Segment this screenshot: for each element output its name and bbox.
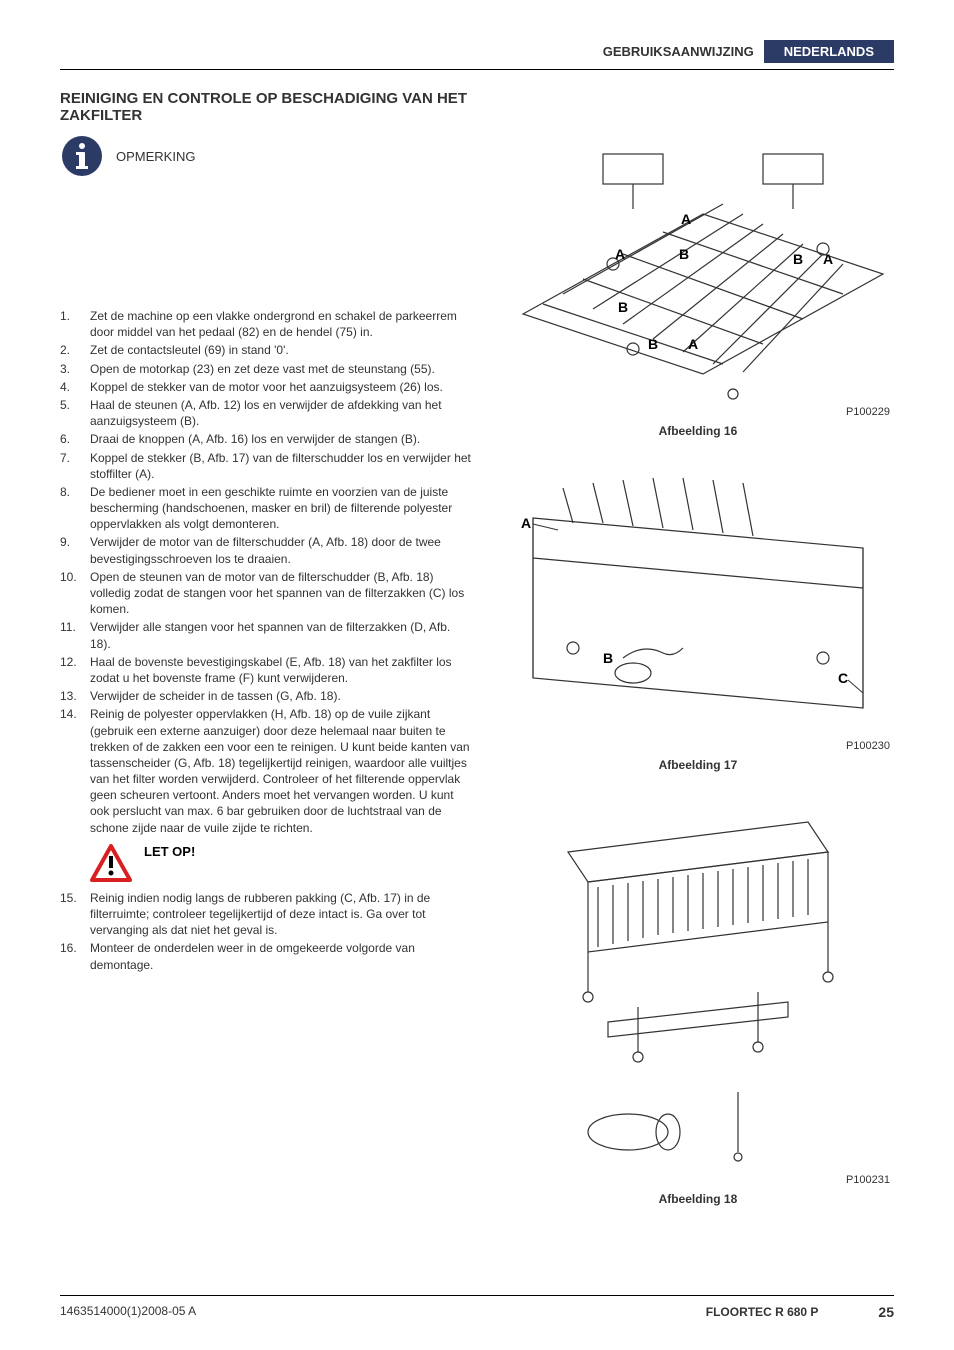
step-number: 13. — [60, 688, 90, 704]
step-item: 9.Verwijder de motor van de filterschudd… — [60, 534, 472, 566]
step-number: 9. — [60, 534, 90, 566]
step-item: 16.Monteer de onderdelen weer in de omge… — [60, 940, 472, 972]
figure-17-caption: Afbeelding 17 — [502, 758, 894, 772]
figure-16: A A B B A B B A P100229 Afbeelding 16 — [502, 134, 894, 438]
step-number: 14. — [60, 706, 90, 836]
figure-17: A B C P100230 Afbeelding 17 — [502, 458, 894, 772]
note-row: OPMERKING — [60, 134, 472, 178]
step-number: 11. — [60, 619, 90, 651]
note-label: OPMERKING — [116, 149, 195, 164]
svg-text:A: A — [823, 251, 833, 267]
attention-label: LET OP! — [144, 844, 195, 859]
step-text: Monteer de onderdelen weer in de omgekee… — [90, 940, 472, 972]
svg-text:A: A — [688, 336, 698, 352]
step-text: Reinig indien nodig langs de rubberen pa… — [90, 890, 472, 939]
step-item: 2.Zet de contactsleutel (69) in stand '0… — [60, 342, 472, 358]
figure-17-id: P100230 — [502, 740, 894, 752]
step-item: 6.Draai de knoppen (A, Afb. 16) los en v… — [60, 431, 472, 447]
step-text: Open de steunen van de motor van de filt… — [90, 569, 472, 618]
step-item: 7.Koppel de stekker (B, Afb. 17) van de … — [60, 450, 472, 482]
right-column: A A B B A B B A P100229 Afbeelding 16 — [502, 134, 894, 1226]
svg-text:B: B — [603, 650, 613, 666]
step-item: 11.Verwijder alle stangen voor het spann… — [60, 619, 472, 651]
step-number: 6. — [60, 431, 90, 447]
step-text: Open de motorkap (23) en zet deze vast m… — [90, 361, 472, 377]
steps-list: 1.Zet de machine op een vlakke ondergron… — [60, 308, 472, 836]
figure-16-id: P100229 — [502, 406, 894, 418]
step-text: Verwijder de scheider in de tassen (G, A… — [90, 688, 472, 704]
figure-18-diagram — [528, 792, 868, 1172]
footer: 1463514000(1)2008-05 A FLOORTEC R 680 P … — [60, 1295, 894, 1320]
svg-text:C: C — [838, 670, 848, 686]
header-language-badge: NEDERLANDS — [764, 40, 894, 63]
steps-list-after: 15.Reinig indien nodig langs de rubberen… — [60, 890, 472, 973]
figure-16-diagram: A A B B A B B A — [503, 134, 893, 404]
svg-text:A: A — [615, 246, 625, 262]
header-bar: GEBRUIKSAANWIJZING NEDERLANDS — [60, 40, 894, 70]
step-item: 10.Open de steunen van de motor van de f… — [60, 569, 472, 618]
step-number: 2. — [60, 342, 90, 358]
step-text: Koppel de stekker van de motor voor het … — [90, 379, 472, 395]
step-number: 15. — [60, 890, 90, 939]
step-text: Zet de contactsleutel (69) in stand '0'. — [90, 342, 472, 358]
header-section-label: GEBRUIKSAANWIJZING — [603, 44, 754, 59]
step-number: 16. — [60, 940, 90, 972]
svg-text:B: B — [648, 336, 658, 352]
svg-text:B: B — [679, 246, 689, 262]
step-number: 4. — [60, 379, 90, 395]
step-text: Verwijder alle stangen voor het spannen … — [90, 619, 472, 651]
step-text: Haal de bovenste bevestigingskabel (E, A… — [90, 654, 472, 686]
figure-18: P100231 Afbeelding 18 — [502, 792, 894, 1206]
footer-doc-id: 1463514000(1)2008-05 A — [60, 1304, 196, 1320]
step-number: 3. — [60, 361, 90, 377]
step-number: 8. — [60, 484, 90, 533]
step-number: 12. — [60, 654, 90, 686]
left-column: OPMERKING 1.Zet de machine op een vlakke… — [60, 134, 472, 1226]
svg-text:B: B — [793, 251, 803, 267]
step-item: 15.Reinig indien nodig langs de rubberen… — [60, 890, 472, 939]
step-text: Koppel de stekker (B, Afb. 17) van de fi… — [90, 450, 472, 482]
step-number: 7. — [60, 450, 90, 482]
step-number: 1. — [60, 308, 90, 340]
step-item: 8.De bediener moet in een geschikte ruim… — [60, 484, 472, 533]
step-item: 5.Haal de steunen (A, Afb. 12) los en ve… — [60, 397, 472, 429]
figure-17-diagram: A B C — [503, 458, 893, 738]
step-item: 12.Haal de bovenste bevestigingskabel (E… — [60, 654, 472, 686]
step-text: Haal de steunen (A, Afb. 12) los en verw… — [90, 397, 472, 429]
svg-text:B: B — [618, 299, 628, 315]
step-item: 13.Verwijder de scheider in de tassen (G… — [60, 688, 472, 704]
step-item: 14.Reinig de polyester oppervlakken (H, … — [60, 706, 472, 836]
step-number: 5. — [60, 397, 90, 429]
svg-text:A: A — [521, 515, 531, 531]
step-text: Zet de machine op een vlakke ondergrond … — [90, 308, 472, 340]
step-text: Reinig de polyester oppervlakken (H, Afb… — [90, 706, 472, 836]
svg-text:A: A — [681, 211, 691, 227]
step-text: Verwijder de motor van de filterschudder… — [90, 534, 472, 566]
step-text: De bediener moet in een geschikte ruimte… — [90, 484, 472, 533]
figure-18-caption: Afbeelding 18 — [502, 1192, 894, 1206]
figure-16-caption: Afbeelding 16 — [502, 424, 894, 438]
step-item: 4.Koppel de stekker van de motor voor he… — [60, 379, 472, 395]
info-icon — [60, 134, 104, 178]
step-item: 1.Zet de machine op een vlakke ondergron… — [60, 308, 472, 340]
step-text: Draai de knoppen (A, Afb. 16) los en ver… — [90, 431, 472, 447]
footer-model: FLOORTEC R 680 P — [706, 1305, 819, 1319]
step-item: 3.Open de motorkap (23) en zet deze vast… — [60, 361, 472, 377]
step-number: 10. — [60, 569, 90, 618]
section-title: REINIGING EN CONTROLE OP BESCHADIGING VA… — [60, 90, 480, 124]
figure-18-id: P100231 — [502, 1174, 894, 1186]
footer-page: 25 — [878, 1304, 894, 1320]
warning-icon — [90, 844, 132, 882]
attention-row: LET OP! — [90, 844, 472, 882]
